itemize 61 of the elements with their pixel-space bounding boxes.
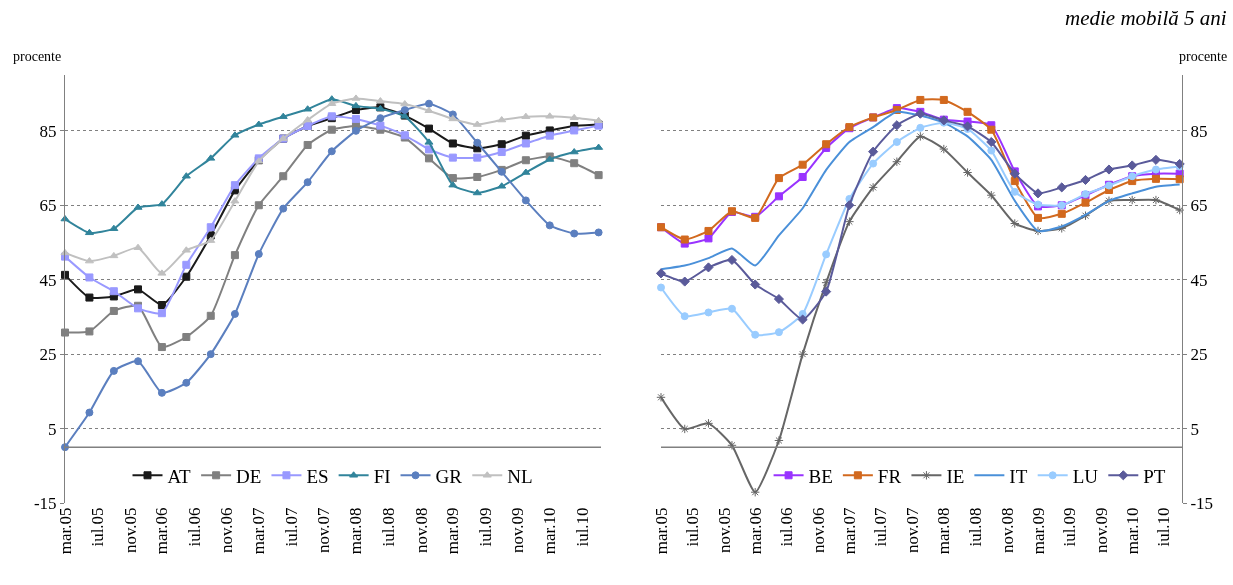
y-tick-label: 25 xyxy=(39,345,57,365)
y-tick-label: -15 xyxy=(1190,493,1214,513)
x-tick-label: nov.08 xyxy=(997,507,1017,554)
x-tick-label: nov.07 xyxy=(314,506,334,554)
x-tick-label: iul.06 xyxy=(184,507,204,547)
x-tick-label: mar.05 xyxy=(651,507,671,555)
y-axis-title: procente xyxy=(13,49,62,64)
x-tick-label: mar.07 xyxy=(839,506,859,555)
chart-subtitle: medie mobilă 5 ani xyxy=(1065,6,1227,30)
x-tick-label: mar.07 xyxy=(249,506,269,555)
x-tick-label: mar.09 xyxy=(1028,507,1048,555)
y-tick-label: 5 xyxy=(1190,419,1199,439)
legend-label: IT xyxy=(1009,465,1028,487)
x-tick-label: nov.07 xyxy=(903,506,923,554)
y-axis-title: procente xyxy=(1179,49,1228,64)
legend-label: GR xyxy=(435,465,463,487)
x-tick-label: mar.10 xyxy=(1122,507,1142,555)
x-tick-label: nov.06 xyxy=(217,507,237,554)
legend-label: PT xyxy=(1143,465,1166,487)
x-tick-label: nov.05 xyxy=(714,507,734,554)
x-tick-label: iul.08 xyxy=(965,507,985,547)
x-tick-label: mar.09 xyxy=(443,507,463,555)
x-tick-label: mar.06 xyxy=(745,507,765,555)
y-tick-label: 5 xyxy=(48,419,57,439)
y-tick-label: 45 xyxy=(39,270,57,290)
x-tick-label: mar.05 xyxy=(55,507,75,555)
legend-label: DE xyxy=(236,465,262,487)
legend-label: ES xyxy=(306,465,329,487)
x-tick-label: iul.06 xyxy=(777,507,797,547)
legend-label: FI xyxy=(373,465,391,487)
legend-label: LU xyxy=(1072,465,1099,487)
legend-label: AT xyxy=(167,465,192,487)
x-tick-label: iul.07 xyxy=(281,506,301,547)
x-tick-label: iul.10 xyxy=(1154,507,1174,547)
x-tick-label: nov.08 xyxy=(411,507,431,554)
x-tick-label: iul.08 xyxy=(378,507,398,547)
legend-label: BE xyxy=(808,465,833,487)
x-tick-label: iul.09 xyxy=(1060,507,1080,547)
x-tick-label: mar.06 xyxy=(152,507,172,555)
x-tick-label: iul.09 xyxy=(475,507,495,547)
legend-label: NL xyxy=(507,465,533,487)
y-tick-label: 85 xyxy=(1190,121,1208,141)
x-tick-label: mar.10 xyxy=(540,507,560,555)
y-tick-label: 45 xyxy=(1190,270,1208,290)
x-tick-label: nov.06 xyxy=(808,507,828,554)
x-tick-label: iul.05 xyxy=(87,507,107,547)
x-tick-label: mar.08 xyxy=(346,507,366,555)
x-tick-label: iul.05 xyxy=(683,507,703,547)
x-tick-label: iul.10 xyxy=(572,507,592,547)
y-tick-label: -15 xyxy=(33,493,57,513)
legend-label: FR xyxy=(877,465,902,487)
x-tick-label: nov.09 xyxy=(508,507,528,554)
x-tick-label: nov.05 xyxy=(120,507,140,554)
y-tick-label: 65 xyxy=(1190,196,1208,216)
y-tick-label: 25 xyxy=(1190,345,1208,365)
x-tick-label: nov.09 xyxy=(1091,507,1111,554)
legend-label: IE xyxy=(946,465,965,487)
x-tick-label: mar.08 xyxy=(934,507,954,555)
y-tick-label: 85 xyxy=(39,121,57,141)
y-tick-label: 65 xyxy=(39,196,57,216)
x-tick-label: iul.07 xyxy=(871,506,891,547)
